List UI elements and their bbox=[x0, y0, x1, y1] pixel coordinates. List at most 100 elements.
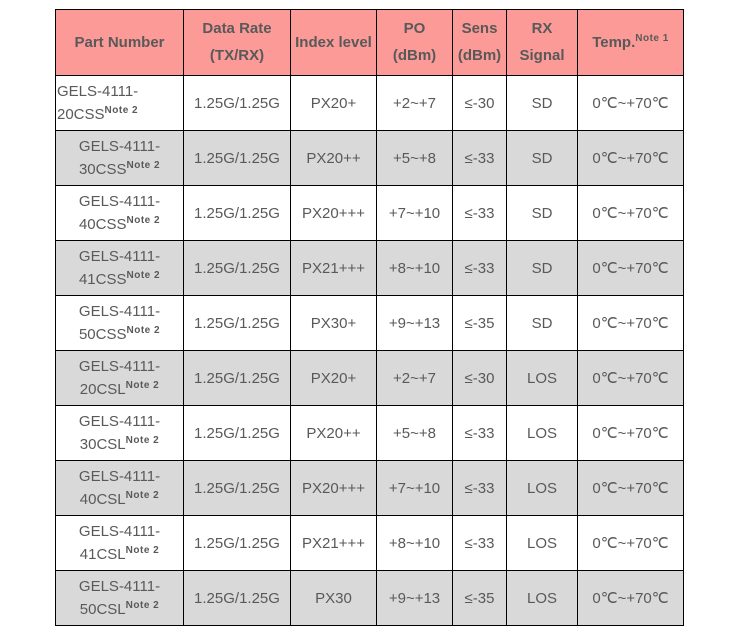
sens-cell: ≤-30 bbox=[452, 350, 507, 406]
table-row: GELS-4111- 50CSLNote 2 1.25G/1.25G PX30 +… bbox=[55, 570, 684, 626]
part-note: Note 2 bbox=[104, 105, 139, 116]
data-rate-cell: 1.25G/1.25G bbox=[183, 185, 291, 241]
temp-cell: 0℃~+70℃ bbox=[577, 185, 684, 241]
part-note: Note 2 bbox=[126, 215, 161, 226]
part-note: Note 2 bbox=[125, 545, 160, 556]
header-row: Part Number Data Rate (TX/RX) Index leve… bbox=[55, 9, 684, 76]
temp-cell: 0℃~+70℃ bbox=[577, 240, 684, 296]
sens-cell: ≤-33 bbox=[452, 130, 507, 186]
po-cell: +9~+13 bbox=[376, 570, 453, 626]
part-number-cell: GELS-4111- 41CSSNote 2 bbox=[55, 240, 184, 296]
data-rate-cell: 1.25G/1.25G bbox=[183, 405, 291, 461]
table-row: GELS-4111- 30CSSNote 2 1.25G/1.25G PX20++… bbox=[55, 130, 684, 186]
rx-signal-cell: SD bbox=[506, 240, 578, 296]
rx-signal-cell: LOS bbox=[506, 460, 578, 516]
temp-cell: 0℃~+70℃ bbox=[577, 350, 684, 406]
sens-cell: ≤-33 bbox=[452, 185, 507, 241]
index-level-cell: PX30+ bbox=[290, 295, 377, 351]
temp-cell: 0℃~+70℃ bbox=[577, 405, 684, 461]
index-level-cell: PX20++ bbox=[290, 130, 377, 186]
part-note: Note 2 bbox=[125, 435, 160, 446]
po-cell: +7~+10 bbox=[376, 460, 453, 516]
rx-signal-cell: LOS bbox=[506, 350, 578, 406]
po-cell: +2~+7 bbox=[376, 350, 453, 406]
data-rate-cell: 1.25G/1.25G bbox=[183, 295, 291, 351]
col-header-part-number: Part Number bbox=[55, 9, 184, 76]
part-note: Note 2 bbox=[125, 380, 160, 391]
col-header-po: PO (dBm) bbox=[376, 9, 453, 76]
part-number-cell: GELS-4111- 41CSLNote 2 bbox=[55, 515, 184, 571]
part-number-cell: GELS-4111- 20CSSNote 2 bbox=[55, 75, 184, 131]
part-number-cell: GELS-4111- 40CSLNote 2 bbox=[55, 460, 184, 516]
sens-cell: ≤-33 bbox=[452, 460, 507, 516]
index-level-cell: PX21+++ bbox=[290, 240, 377, 296]
part-number-cell: GELS-4111- 30CSLNote 2 bbox=[55, 405, 184, 461]
index-level-cell: PX21+++ bbox=[290, 515, 377, 571]
sens-cell: ≤-30 bbox=[452, 75, 507, 131]
index-level-cell: PX20+ bbox=[290, 350, 377, 406]
header-note: Note 1 bbox=[635, 32, 669, 44]
po-cell: +2~+7 bbox=[376, 75, 453, 131]
temp-cell: 0℃~+70℃ bbox=[577, 570, 684, 626]
temp-cell: 0℃~+70℃ bbox=[577, 295, 684, 351]
rx-signal-cell: LOS bbox=[506, 570, 578, 626]
data-rate-cell: 1.25G/1.25G bbox=[183, 515, 291, 571]
part-number-cell: GELS-4111- 30CSSNote 2 bbox=[55, 130, 184, 186]
data-rate-cell: 1.25G/1.25G bbox=[183, 460, 291, 516]
po-cell: +5~+8 bbox=[376, 405, 453, 461]
part-number-cell: GELS-4111- 50CSLNote 2 bbox=[55, 570, 184, 626]
rx-signal-cell: SD bbox=[506, 185, 578, 241]
part-note: Note 2 bbox=[126, 160, 161, 171]
sens-cell: ≤-33 bbox=[452, 515, 507, 571]
table-row: GELS-4111- 41CSLNote 2 1.25G/1.25G PX21++… bbox=[55, 515, 684, 571]
po-cell: +7~+10 bbox=[376, 185, 453, 241]
sens-cell: ≤-35 bbox=[452, 295, 507, 351]
col-header-data-rate: Data Rate (TX/RX) bbox=[183, 9, 291, 76]
col-header-sens: Sens (dBm) bbox=[452, 9, 507, 76]
index-level-cell: PX20+ bbox=[290, 75, 377, 131]
part-note: Note 2 bbox=[126, 325, 161, 336]
temp-cell: 0℃~+70℃ bbox=[577, 75, 684, 131]
data-rate-cell: 1.25G/1.25G bbox=[183, 570, 291, 626]
table-row: GELS-4111- 41CSSNote 2 1.25G/1.25G PX21++… bbox=[55, 240, 684, 296]
index-level-cell: PX20+++ bbox=[290, 460, 377, 516]
table-row: GELS-4111- 30CSLNote 2 1.25G/1.25G PX20++… bbox=[55, 405, 684, 461]
part-note: Note 2 bbox=[125, 600, 160, 611]
po-cell: +9~+13 bbox=[376, 295, 453, 351]
temp-cell: 0℃~+70℃ bbox=[577, 515, 684, 571]
table-row: GELS-4111- 20CSSNote 2 1.25G/1.25G PX20+ … bbox=[55, 75, 684, 131]
rx-signal-cell: SD bbox=[506, 75, 578, 131]
sens-cell: ≤-33 bbox=[452, 405, 507, 461]
temp-cell: 0℃~+70℃ bbox=[577, 460, 684, 516]
data-rate-cell: 1.25G/1.25G bbox=[183, 130, 291, 186]
rx-signal-cell: LOS bbox=[506, 405, 578, 461]
po-cell: +5~+8 bbox=[376, 130, 453, 186]
table-row: GELS-4111- 40CSLNote 2 1.25G/1.25G PX20++… bbox=[55, 460, 684, 516]
rx-signal-cell: SD bbox=[506, 130, 578, 186]
product-spec-table: Part Number Data Rate (TX/RX) Index leve… bbox=[55, 9, 684, 626]
table-row: GELS-4111- 20CSLNote 2 1.25G/1.25G PX20+ … bbox=[55, 350, 684, 406]
table-row: GELS-4111- 50CSSNote 2 1.25G/1.25G PX30+ … bbox=[55, 295, 684, 351]
sens-cell: ≤-33 bbox=[452, 240, 507, 296]
part-number-cell: GELS-4111- 50CSSNote 2 bbox=[55, 295, 184, 351]
sens-cell: ≤-35 bbox=[452, 570, 507, 626]
col-header-rx-signal: RX Signal bbox=[506, 9, 578, 76]
part-number-cell: GELS-4111- 20CSLNote 2 bbox=[55, 350, 184, 406]
col-header-index-level: Index level bbox=[290, 9, 377, 76]
data-rate-cell: 1.25G/1.25G bbox=[183, 240, 291, 296]
index-level-cell: PX30 bbox=[290, 570, 377, 626]
col-header-temp: Temp.Note 1 bbox=[577, 9, 684, 76]
data-rate-cell: 1.25G/1.25G bbox=[183, 350, 291, 406]
po-cell: +8~+10 bbox=[376, 515, 453, 571]
index-level-cell: PX20++ bbox=[290, 405, 377, 461]
table-body: GELS-4111- 20CSSNote 2 1.25G/1.25G PX20+ … bbox=[55, 75, 684, 626]
index-level-cell: PX20+++ bbox=[290, 185, 377, 241]
po-cell: +8~+10 bbox=[376, 240, 453, 296]
rx-signal-cell: SD bbox=[506, 295, 578, 351]
table-row: GELS-4111- 40CSSNote 2 1.25G/1.25G PX20++… bbox=[55, 185, 684, 241]
part-number-cell: GELS-4111- 40CSSNote 2 bbox=[55, 185, 184, 241]
data-rate-cell: 1.25G/1.25G bbox=[183, 75, 291, 131]
table-header: Part Number Data Rate (TX/RX) Index leve… bbox=[55, 9, 684, 76]
temp-cell: 0℃~+70℃ bbox=[577, 130, 684, 186]
part-note: Note 2 bbox=[126, 270, 161, 281]
